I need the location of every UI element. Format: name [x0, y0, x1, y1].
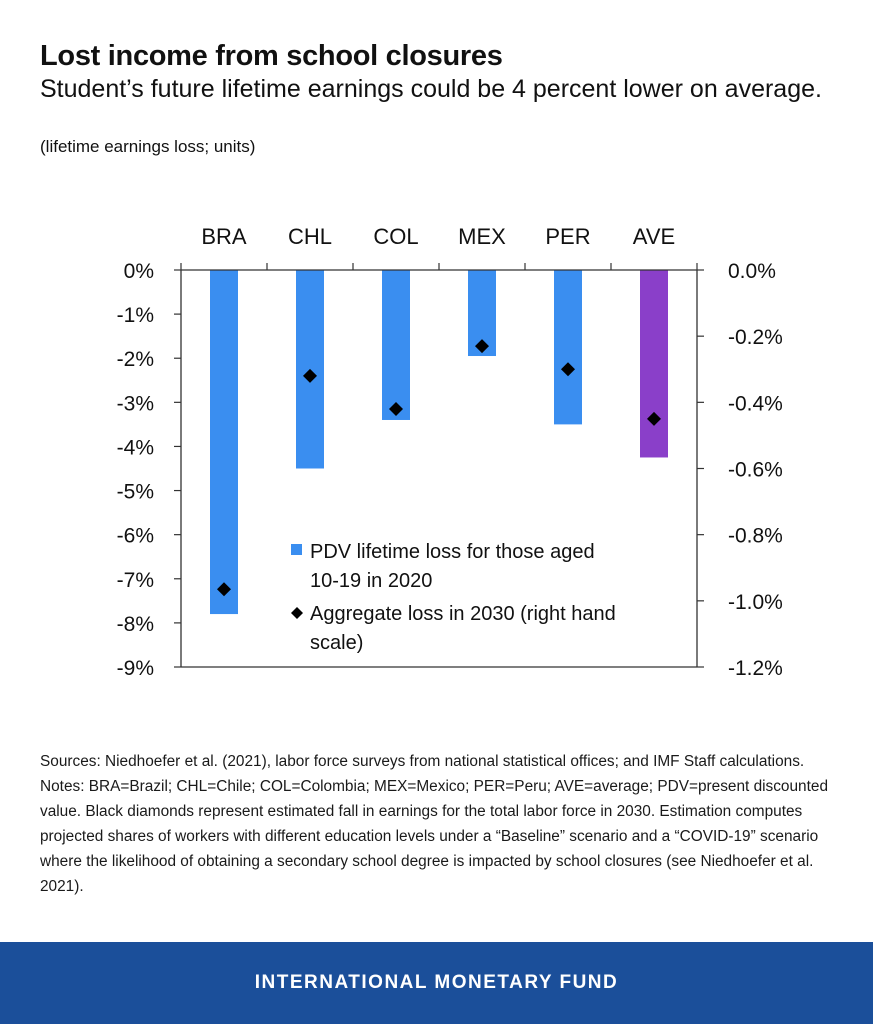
notes-text: Notes: BRA=Brazil; CHL=Chile; COL=Colomb… — [40, 778, 829, 895]
y-right-tick-label: -0.8% — [728, 525, 783, 548]
sources-text: Sources: Niedhoefer et al. (2021), labor… — [40, 753, 805, 770]
bar-per — [554, 270, 582, 425]
y-left-tick-label: -7% — [117, 569, 154, 592]
x-tick-label-col: COL — [373, 224, 418, 249]
y-left-tick-label: -3% — [117, 392, 154, 415]
bar-bra — [210, 270, 238, 615]
bar-chart: BRA CHL COL MEX PER AVE 0% -1% -2% -3% -4% -5% -6% -7… — [117, 224, 783, 680]
y-left-tick-label: 0% — [124, 260, 154, 283]
y-left-tick-label: -2% — [117, 348, 154, 371]
diamond-col — [389, 401, 403, 416]
y-left-tick-label: -4% — [117, 436, 154, 459]
y-left-tick-label: -5% — [117, 481, 154, 504]
y-right-tick-label: 0.0% — [728, 260, 776, 283]
y-right-tick-label: -1.2% — [728, 657, 783, 680]
bar-col — [382, 270, 410, 420]
x-tick-label-mex: MEX — [458, 224, 506, 249]
diamond-mex — [475, 339, 489, 354]
legend-swatch-diamond — [291, 607, 303, 619]
y-left-tick-label: -6% — [117, 525, 154, 548]
chart-units-note: (lifetime earnings loss; units) — [40, 137, 256, 156]
y-right-tick-label: -0.4% — [728, 392, 783, 415]
y-left-tick-label: -8% — [117, 613, 154, 636]
diamond-ave — [647, 411, 661, 426]
footer-label: INTERNATIONAL MONETARY FUND — [254, 972, 619, 993]
y-right-tick-label: -0.6% — [728, 459, 783, 482]
y-left-tick-label: -9% — [117, 657, 154, 680]
chart-subtitle: Student’s future lifetime earnings could… — [40, 75, 822, 103]
legend-swatch-bar — [291, 544, 302, 555]
chart-notes: Sources: Niedhoefer et al. (2021), labor… — [40, 749, 840, 899]
x-tick-label-per: PER — [545, 224, 590, 249]
diamond-per — [561, 362, 575, 377]
legend-label-diamond: Aggregate loss in 2030 (right hand scale) — [310, 603, 616, 654]
legend-label-bar: PDV lifetime loss for those aged 10-19 in… — [310, 541, 595, 592]
diamond-chl — [303, 368, 317, 383]
footer-bar: INTERNATIONAL MONETARY FUND — [0, 942, 873, 1024]
y-left-tick-label: -1% — [117, 304, 154, 327]
diamond-bra — [217, 582, 231, 597]
x-tick-label-ave: AVE — [633, 224, 675, 249]
x-tick-label-bra: BRA — [201, 224, 247, 249]
chart-title: Lost income from school closures — [40, 40, 503, 72]
y-right-tick-label: -1.0% — [728, 591, 783, 614]
y-right-tick-label: -0.2% — [728, 326, 783, 349]
x-tick-label-chl: CHL — [288, 224, 332, 249]
bar-ave — [640, 270, 668, 458]
